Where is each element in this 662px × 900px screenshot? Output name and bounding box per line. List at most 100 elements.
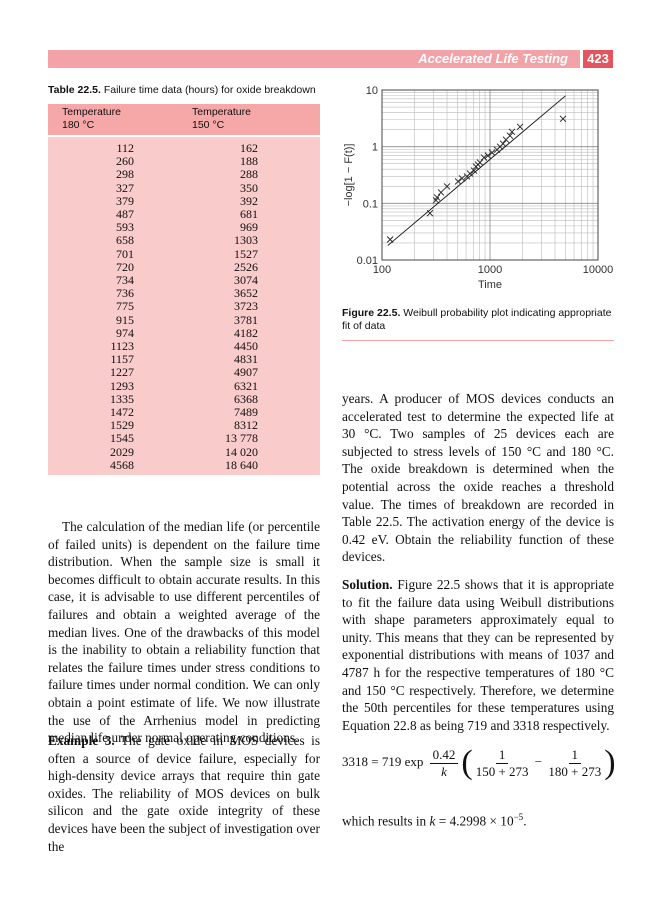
data-point	[443, 183, 451, 190]
y-tick-label: 0.01	[357, 255, 378, 267]
table-cell: 298	[116, 167, 134, 182]
table-cell: 1293	[110, 378, 134, 393]
table-cell: 379	[116, 193, 134, 208]
header-bar	[48, 50, 580, 68]
table-cell: 658	[116, 233, 134, 248]
table-header	[48, 104, 320, 135]
table-cell: 327	[116, 180, 134, 195]
numerator: 1	[495, 747, 509, 764]
table-cell: 1227	[110, 365, 134, 380]
y-axis-label: −log[1 − F(t)]	[343, 144, 355, 207]
result-end: .	[523, 813, 527, 829]
table-cell: 350	[240, 180, 258, 195]
equation-lhs: 3318 = 719 exp	[342, 753, 424, 769]
table-cell: 736	[116, 286, 134, 301]
x-tick-label: 1000	[478, 264, 502, 276]
table-label: Table 22.5.	[48, 84, 101, 96]
paragraph: The calculation of the median life (or p…	[48, 519, 320, 746]
table-cell: 1529	[110, 418, 134, 433]
x-axis-label: Time	[478, 279, 502, 291]
plot-frame	[381, 89, 599, 261]
result-text: which results in	[342, 813, 430, 829]
data-point	[458, 175, 466, 182]
table-cell: 681	[240, 207, 258, 221]
table-cell: 1303	[234, 233, 258, 248]
chart: 100 1000 10000 0.01 0.1 1 10 Time −log[1 − F(t)]	[343, 85, 614, 291]
table-cell: 6368	[234, 391, 258, 406]
data-point	[559, 115, 567, 123]
fraction: 0.42 k	[429, 747, 459, 780]
figure-rule	[342, 298, 614, 341]
data-point	[476, 159, 484, 166]
column-header: Temperature 150 °C	[192, 106, 251, 132]
table-cell: 6321	[234, 378, 258, 393]
data-point	[484, 152, 492, 159]
table-cell: 7489	[234, 405, 258, 419]
data-point	[506, 132, 514, 140]
fraction: 1 150 + 273	[476, 747, 529, 780]
table-cell: 3652	[234, 286, 258, 301]
data-point	[426, 209, 434, 217]
table-cell: 4182	[234, 325, 258, 340]
solution-lead: Solution.	[342, 577, 393, 592]
y-tick-label: 0.1	[363, 198, 378, 210]
table-cell: 1527	[234, 246, 258, 261]
table-cell: 3723	[234, 299, 258, 314]
table-cell: 701	[116, 246, 134, 261]
paren: (	[461, 744, 473, 781]
column-header: Temperature 180 °C	[62, 106, 121, 132]
table-cell: 1472	[110, 405, 134, 419]
column-condition: 180 °C	[62, 119, 95, 131]
data-point	[433, 194, 441, 201]
table-cell: 14 020	[225, 444, 258, 459]
table-caption: Table 22.5. Failure time data (hours) fo…	[48, 84, 316, 96]
table-cell: 969	[240, 220, 258, 235]
y-tick-label: 10	[366, 85, 378, 97]
solution-text: Figure 22.5 shows that it is appropriate…	[342, 577, 615, 733]
table-cell: 1335	[110, 391, 134, 406]
data-point	[454, 178, 462, 185]
data-point	[488, 149, 496, 156]
data-point	[499, 140, 507, 147]
table-cell: 487	[116, 207, 134, 221]
table-cell: 392	[240, 193, 258, 208]
running-title: Accelerated Life Testing	[418, 51, 568, 66]
table-cell: 18 640	[225, 457, 258, 472]
table-cell: 4450	[234, 339, 258, 353]
table-cell: 1157	[110, 352, 134, 367]
x-tick-label: 100	[373, 264, 391, 276]
table-cell: 593	[116, 220, 134, 235]
table-cell: 720	[116, 259, 134, 274]
denominator: 180 + 273	[548, 763, 602, 779]
table-cell: 3074	[234, 273, 258, 287]
data-point	[480, 154, 488, 161]
denominator: 150 + 273	[475, 763, 529, 779]
figure-label: Figure 22.5.	[342, 307, 401, 319]
figure-caption-text: Weibull probability plot indicating appr…	[342, 307, 612, 332]
x-tick-label: 10000	[583, 264, 614, 276]
table-cell: 775	[116, 299, 134, 314]
result-value: = 4.2998 × 10	[435, 813, 514, 829]
table-cell: 2526	[234, 259, 258, 274]
table-cell: 3781	[234, 312, 258, 327]
example-lead: Example 3.	[48, 733, 115, 748]
table-caption-text: Failure time data (hours) for oxide brea…	[103, 84, 316, 96]
numerator: 1	[568, 747, 582, 764]
table-cell: 915	[116, 312, 134, 327]
table-cell: 4831	[234, 352, 258, 367]
result-exponent: −5	[513, 812, 524, 822]
data-point	[386, 236, 394, 243]
fraction: 1 180 + 273	[548, 747, 601, 780]
numerator: 0.42	[429, 747, 459, 764]
table-cell: 260	[116, 154, 134, 169]
equation: 3318 = 719 exp 0.42 k(1 150 + 273 − 1 180 +…	[342, 744, 616, 782]
table-cell: 188	[240, 154, 258, 169]
data-point	[470, 167, 478, 174]
page-number: 423	[583, 50, 613, 68]
example-text: The gate oxide in MOS devices is often a…	[48, 733, 320, 854]
column-condition: 150 °C	[192, 119, 225, 131]
operator: −	[534, 753, 543, 769]
paragraph: Solution. Figure 22.5 shows that it is a…	[342, 576, 614, 734]
figure-caption: Figure 22.5. Weibull probability plot in…	[342, 307, 614, 333]
